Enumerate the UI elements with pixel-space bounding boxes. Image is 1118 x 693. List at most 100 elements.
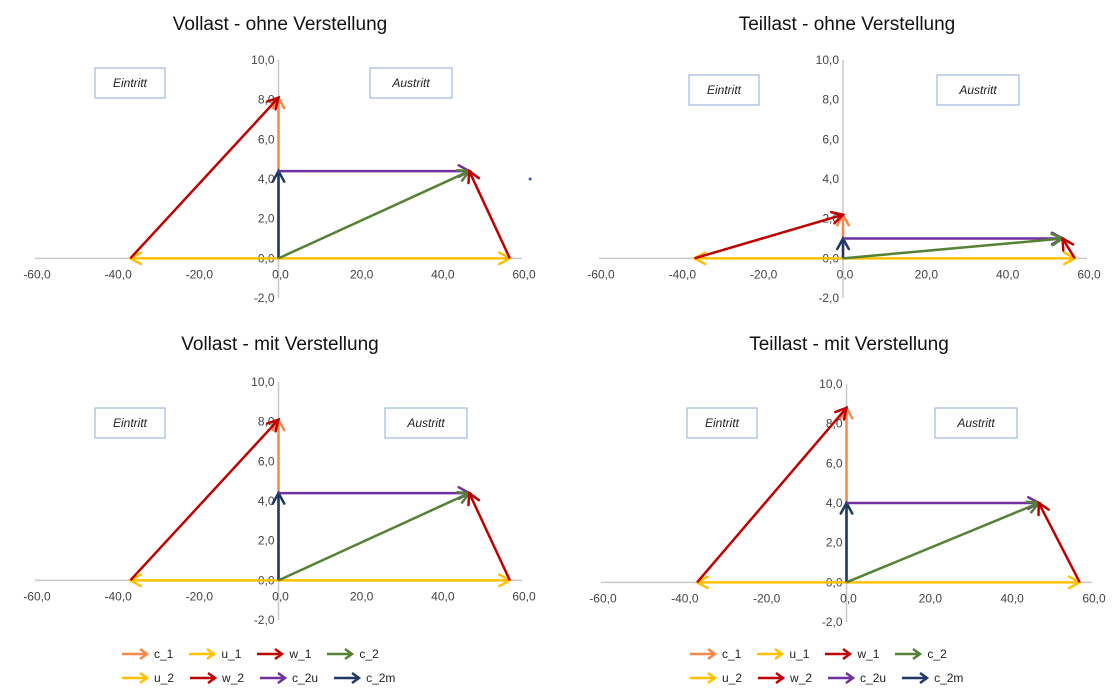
legend-arrow-icon xyxy=(257,648,285,660)
legend-item-u_2: u_2 xyxy=(120,671,174,685)
legend-item-w_2: w_2 xyxy=(188,671,244,685)
x-tick-label: -20,0 xyxy=(186,589,214,603)
vector-arrowhead-u_1 xyxy=(127,573,143,588)
legend-arrow-icon xyxy=(327,648,355,660)
legend-row: u_2 w_2 c_2u c_2m xyxy=(688,666,963,690)
y-tick-label: 4,0 xyxy=(258,172,275,186)
legend-item-w_2: w_2 xyxy=(756,671,812,685)
y-tick-label: 2,0 xyxy=(258,212,275,226)
x-tick-label: -60,0 xyxy=(587,267,615,281)
legend-arrow-icon xyxy=(334,672,362,684)
x-tick-label: -60,0 xyxy=(589,591,617,605)
vector-w_1 xyxy=(696,406,848,584)
y-tick-label: 2,0 xyxy=(258,534,275,548)
x-tick-label: -40,0 xyxy=(669,267,697,281)
x-tick-label: 0,0 xyxy=(840,591,857,605)
vector-w_1 xyxy=(129,96,280,260)
legend-item-c_2u: c_2u xyxy=(826,671,886,685)
x-tick-label: -40,0 xyxy=(671,591,699,605)
legend-item-c_2m: c_2m xyxy=(332,671,395,685)
legend-label: w_1 xyxy=(289,647,312,661)
annotation-label: Austritt xyxy=(406,416,445,430)
legend-item-u_1: u_1 xyxy=(755,647,809,661)
vector-arrowhead-u_1 xyxy=(691,251,707,266)
chart-title: Vollast - ohne Verstellung xyxy=(173,14,387,35)
annotation-box xyxy=(686,407,758,439)
legend-item-c_1: c_1 xyxy=(688,647,741,661)
chart-panel: Teillast - ohne Verstellung -60,0 -40,0 -20… xyxy=(587,14,1101,305)
x-tick-label: -60,0 xyxy=(23,267,51,281)
legend-item-u_1: u_1 xyxy=(187,647,241,661)
legend-item-c_2u: c_2u xyxy=(258,671,318,685)
legend-arrow-icon xyxy=(122,672,150,684)
annotation-label: Austritt xyxy=(391,76,430,90)
legend-label: c_1 xyxy=(154,647,174,661)
annotation-box xyxy=(688,74,760,106)
x-tick-label: 0,0 xyxy=(272,267,289,281)
chart-title: Teillast - ohne Verstellung xyxy=(739,14,956,35)
annotation-label: Eintritt xyxy=(113,416,148,430)
vector-c_2 xyxy=(277,491,470,582)
annotation-label: Eintritt xyxy=(707,83,742,97)
legend-label: c_2 xyxy=(927,647,947,661)
vector-arrowhead-w_2 xyxy=(1061,236,1075,252)
legend-arrow-icon xyxy=(122,648,150,660)
x-tick-label: 60,0 xyxy=(1082,591,1106,605)
legend-item-w_1: w_1 xyxy=(823,647,879,661)
y-tick-label: 6,0 xyxy=(822,132,839,146)
legend-item-c_2: c_2 xyxy=(893,647,947,661)
x-tick-label: 60,0 xyxy=(512,267,536,281)
y-tick-label: 4,0 xyxy=(258,494,275,508)
legend-label: u_2 xyxy=(154,671,175,685)
x-tick-label: 20,0 xyxy=(919,591,943,605)
x-tick-label: 40,0 xyxy=(431,267,455,281)
vector-c_2 xyxy=(277,169,470,260)
y-tick-label: -2,0 xyxy=(254,613,275,627)
y-tick-label: 10,0 xyxy=(816,53,840,67)
y-tick-label: 6,0 xyxy=(258,454,275,468)
legend: c_1 u_1 w_1 c_2 u_2 w_2 c_2u c_2m xyxy=(688,642,963,690)
y-tick-label: 10,0 xyxy=(251,375,275,389)
x-tick-label: -40,0 xyxy=(104,267,132,281)
legend-row: c_1 u_1 w_1 c_2 xyxy=(688,642,963,666)
legend: c_1 u_1 w_1 c_2 u_2 w_2 c_2u c_2m xyxy=(120,642,395,690)
annotation-box xyxy=(934,407,1018,439)
y-tick-label: 8,0 xyxy=(258,93,275,107)
legend-arrow-icon xyxy=(758,672,786,684)
vector-arrowhead-w_2 xyxy=(1037,500,1050,517)
legend-item-w_1: w_1 xyxy=(255,647,311,661)
legend-arrow-icon xyxy=(902,672,930,684)
vector-w_2 xyxy=(468,492,511,581)
x-tick-label: -20,0 xyxy=(186,267,214,281)
legend-arrow-icon xyxy=(189,648,217,660)
x-tick-label: 0,0 xyxy=(272,589,289,603)
x-tick-label: 20,0 xyxy=(350,589,374,603)
legend-label: c_2 xyxy=(359,647,379,661)
vector-arrowhead-u_2 xyxy=(1063,251,1078,266)
vector-arrowhead-w_1 xyxy=(834,405,849,421)
legend-item-c_1: c_1 xyxy=(120,647,173,661)
vector-w_2 xyxy=(1037,502,1081,583)
x-tick-label: 40,0 xyxy=(996,267,1020,281)
x-tick-label: 40,0 xyxy=(431,589,455,603)
x-tick-label: 60,0 xyxy=(512,589,536,603)
x-tick-label: 0,0 xyxy=(837,267,854,281)
vector-arrowhead-u_2 xyxy=(1067,575,1083,590)
vector-arrowhead-w_2 xyxy=(467,490,481,507)
annotation-box xyxy=(94,407,166,439)
y-tick-label: 8,0 xyxy=(822,93,839,107)
annotation-box xyxy=(94,67,166,99)
y-tick-label: 10,0 xyxy=(819,377,843,391)
y-tick-label: 6,0 xyxy=(258,132,275,146)
y-tick-label: 4,0 xyxy=(826,496,843,510)
legend-arrow-icon xyxy=(825,648,853,660)
vector-arrowhead-w_1 xyxy=(830,210,846,225)
vector-arrowhead-w_1 xyxy=(265,417,281,433)
vector-arrowhead-u_2 xyxy=(498,573,513,588)
chart-panel: Vollast - ohne Verstellung -60,0 -40,0 -20,… xyxy=(23,14,536,305)
vector-w_2 xyxy=(1061,237,1076,259)
y-tick-label: -2,0 xyxy=(254,291,275,305)
vector-c_2 xyxy=(846,501,1040,584)
vector-arrowhead-u_1 xyxy=(694,575,709,590)
x-tick-label: -20,0 xyxy=(750,267,778,281)
